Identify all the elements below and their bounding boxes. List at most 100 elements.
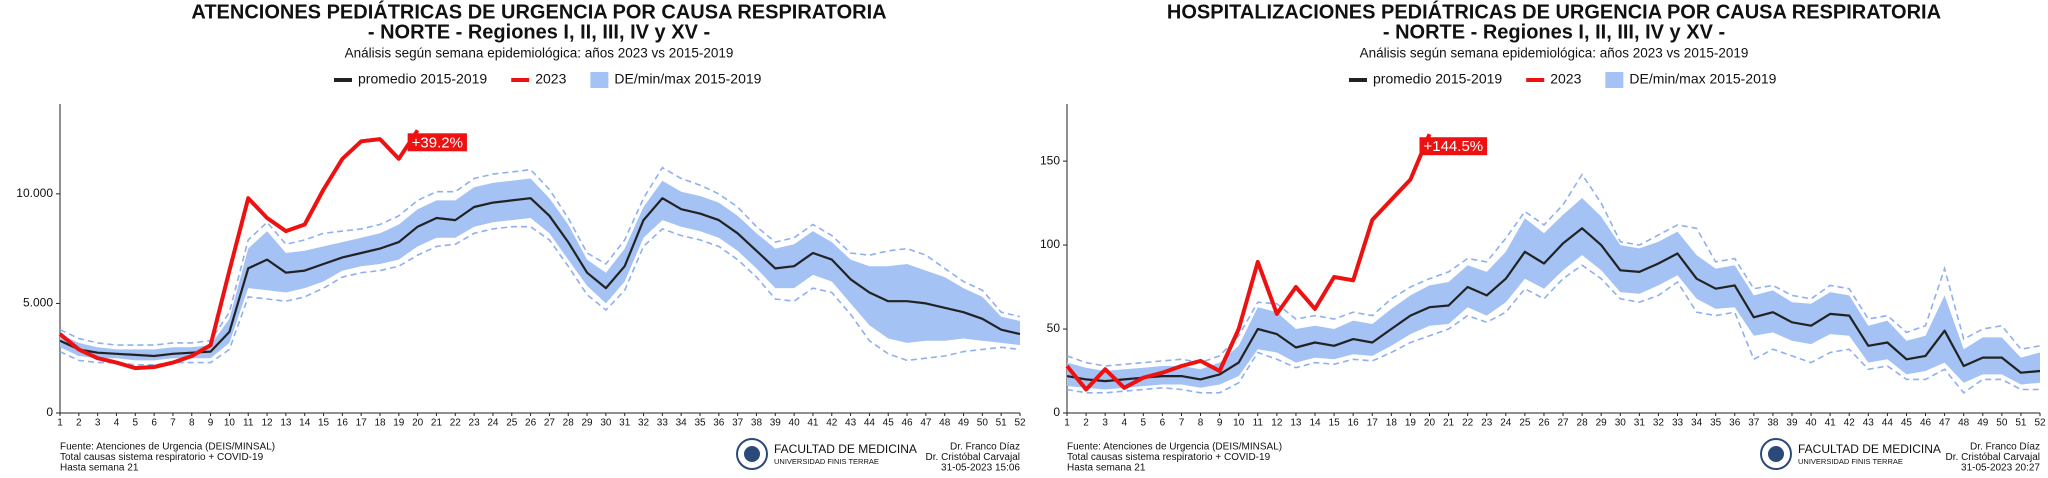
footer-author: 31-05-2023 20:27 — [1961, 463, 2040, 474]
x-tick-label: 29 — [581, 418, 593, 429]
logo-text: FACULTAD DE MEDICINA — [774, 442, 917, 456]
legend-swatch — [590, 72, 609, 88]
x-tick-label: 29 — [1596, 418, 1608, 429]
x-tick-label: 12 — [261, 418, 273, 429]
band-area — [1067, 198, 2040, 390]
x-tick-label: 31 — [619, 418, 631, 429]
x-tick-label: 31 — [1634, 418, 1646, 429]
x-tick-label: 18 — [1386, 418, 1398, 429]
x-tick-label: 49 — [1977, 418, 1989, 429]
series-line — [58, 129, 420, 371]
x-tick-label: 21 — [1443, 418, 1455, 429]
x-tick-label: 42 — [1844, 418, 1856, 429]
footer-author: Dr. Cristóbal Carvajal — [1946, 452, 2040, 463]
chart-title: - NORTE - Regiones I, II, III, IV y XV - — [368, 21, 710, 43]
x-tick-label: 14 — [299, 418, 311, 429]
y-tick-label: 0 — [1053, 405, 1060, 419]
legend-label: promedio 2015-2019 — [358, 71, 487, 87]
x-tick-label: 33 — [1672, 418, 1684, 429]
footer-author: 31-05-2023 15:06 — [941, 463, 1020, 474]
x-tick-label: 36 — [713, 418, 725, 429]
series-line — [1066, 227, 2041, 383]
x-tick-label: 46 — [901, 418, 913, 429]
x-tick-label: 20 — [412, 418, 424, 429]
y-tick-label: 0 — [46, 405, 53, 419]
x-tick-label: 5 — [133, 418, 139, 429]
footer-note: Hasta semana 21 — [60, 463, 139, 474]
x-tick-label: 8 — [1198, 418, 1204, 429]
x-tick-label: 30 — [600, 418, 612, 429]
x-tick-label: 10 — [224, 418, 236, 429]
min-line — [1066, 264, 2040, 394]
chart-subtitle: Análisis según semana epidemiológica: añ… — [1360, 46, 1749, 61]
x-tick-label: 50 — [1996, 418, 2008, 429]
x-tick-label: 45 — [883, 418, 895, 429]
x-tick-label: 35 — [1710, 418, 1722, 429]
x-tick-label: 42 — [826, 418, 838, 429]
x-tick-label: 37 — [1748, 418, 1760, 429]
x-tick-label: 44 — [864, 418, 876, 429]
x-tick-label: 46 — [1920, 418, 1932, 429]
footer-note: Total causas sistema respiratorio + COVI… — [1067, 452, 1271, 463]
x-tick-label: 6 — [1160, 418, 1166, 429]
x-tick-label: 38 — [1767, 418, 1779, 429]
x-tick-label: 45 — [1901, 418, 1913, 429]
chart-title: - NORTE - Regiones I, II, III, IV y XV - — [1383, 21, 1725, 43]
x-tick-label: 27 — [544, 418, 556, 429]
x-tick-label: 39 — [770, 418, 782, 429]
x-tick-label: 23 — [469, 418, 481, 429]
x-tick-label: 39 — [1786, 418, 1798, 429]
annotation-box — [1419, 137, 1488, 156]
x-tick-label: 33 — [657, 418, 669, 429]
x-tick-label: 50 — [977, 418, 989, 429]
x-tick-label: 51 — [2015, 418, 2027, 429]
y-tick-label: 5.000 — [23, 296, 53, 310]
x-tick-label: 4 — [114, 418, 120, 429]
legend-swatch — [1605, 72, 1624, 88]
x-tick-label: 40 — [1805, 418, 1817, 429]
x-tick-label: 12 — [1271, 418, 1283, 429]
x-tick-label: 2 — [76, 418, 82, 429]
x-tick-label: 37 — [732, 418, 744, 429]
x-tick-label: 17 — [1367, 418, 1379, 429]
x-tick-label: 22 — [450, 418, 462, 429]
x-tick-label: 9 — [1217, 418, 1223, 429]
chart-subtitle: Análisis según semana epidemiológica: añ… — [345, 46, 734, 61]
x-tick-label: 10 — [1233, 418, 1245, 429]
annotation-box — [407, 133, 467, 152]
annotation: +39.2% — [412, 134, 463, 151]
logo-emblem-inner — [744, 446, 760, 462]
x-tick-label: 27 — [1557, 418, 1569, 429]
x-tick-label: 52 — [1014, 418, 1026, 429]
x-tick-label: 47 — [920, 418, 932, 429]
x-tick-label: 1 — [1064, 418, 1070, 429]
x-tick-label: 15 — [1329, 418, 1341, 429]
legend-label: 2023 — [535, 71, 566, 87]
x-tick-label: 43 — [1863, 418, 1875, 429]
x-tick-label: 44 — [1882, 418, 1894, 429]
x-tick-label: 4 — [1121, 418, 1127, 429]
x-tick-label: 34 — [1691, 418, 1703, 429]
x-tick-label: 13 — [280, 418, 292, 429]
y-tick-label: 10.000 — [16, 186, 53, 200]
x-tick-label: 23 — [1481, 418, 1493, 429]
x-tick-label: 35 — [694, 418, 706, 429]
legend-label: promedio 2015-2019 — [1373, 71, 1502, 87]
footer-note: Hasta semana 21 — [1067, 463, 1146, 474]
x-tick-label: 24 — [1500, 418, 1512, 429]
series-line — [59, 197, 1021, 358]
band-area — [60, 178, 1020, 361]
x-tick-label: 34 — [676, 418, 688, 429]
y-tick-label: 50 — [1047, 321, 1061, 335]
x-tick-label: 43 — [845, 418, 857, 429]
footer-note: Total causas sistema respiratorio + COVI… — [60, 452, 264, 463]
x-tick-label: 25 — [506, 418, 518, 429]
logo-subtext: UNIVERSIDAD FINIS TERRAE — [774, 457, 879, 466]
x-tick-label: 25 — [1519, 418, 1531, 429]
y-tick-label: 150 — [1040, 153, 1060, 167]
legend-label: 2023 — [1550, 71, 1581, 87]
legend: promedio 2015-2019 2023 DE/min/max 2015-20… — [1349, 71, 1777, 88]
x-tick-label: 7 — [1179, 418, 1185, 429]
